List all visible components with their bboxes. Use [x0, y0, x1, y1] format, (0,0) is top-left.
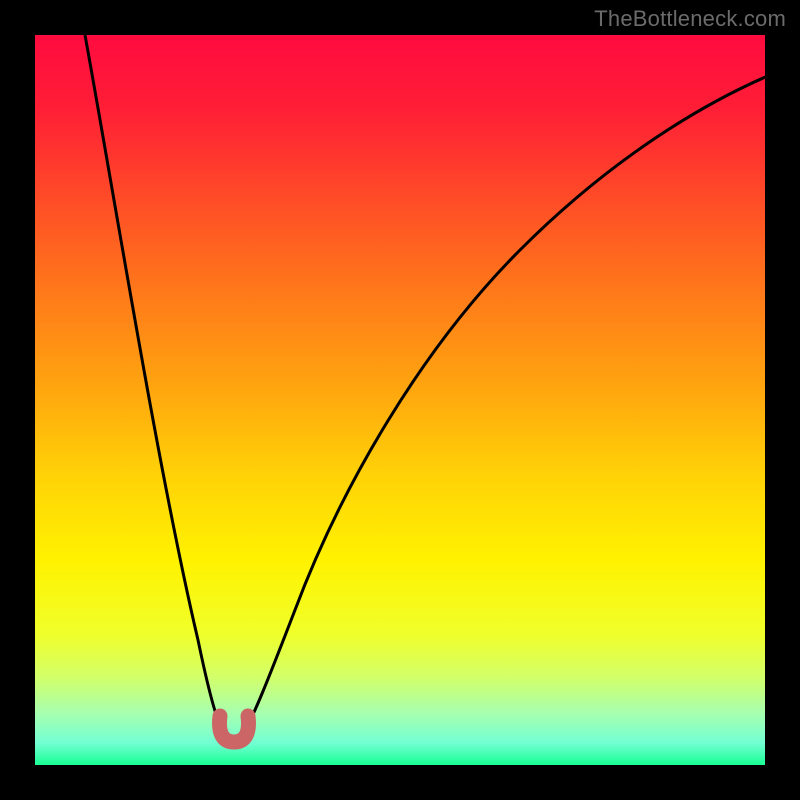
watermark-label: TheBottleneck.com: [594, 6, 786, 32]
bottleneck-chart: [0, 0, 800, 800]
chart-container: TheBottleneck.com: [0, 0, 800, 800]
